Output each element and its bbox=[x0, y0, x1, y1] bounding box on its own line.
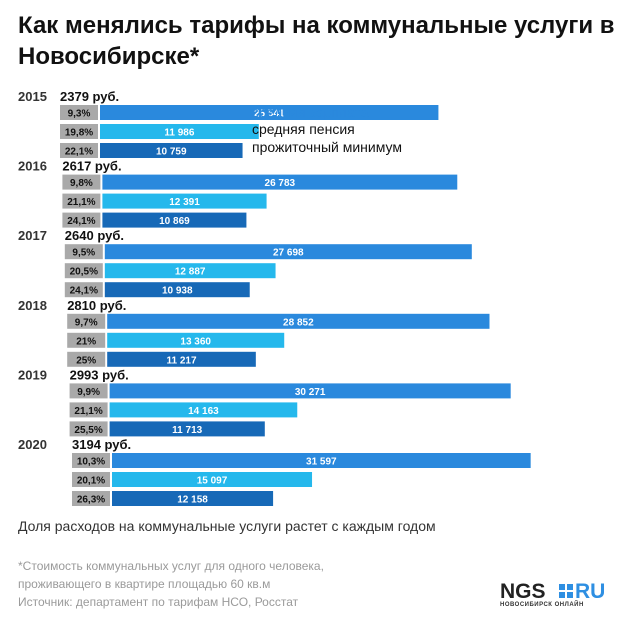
share-label: 26,3% bbox=[77, 495, 105, 506]
bar-salary bbox=[102, 174, 458, 190]
bar-minimum bbox=[100, 143, 243, 158]
year-label: 2015 bbox=[18, 89, 47, 104]
bar-pension bbox=[100, 124, 259, 139]
logo-suffix: RU bbox=[575, 580, 606, 603]
share-label: 9,7% bbox=[75, 317, 98, 328]
share-label: 21,1% bbox=[67, 197, 95, 208]
bar-chart: 2015 2379 руб. 9,3% 25 541 19,8% 11 986 22,1% 1… bbox=[18, 89, 531, 506]
share-box bbox=[62, 193, 101, 209]
bar-value-label: 12 887 bbox=[175, 267, 206, 278]
bar-pension bbox=[104, 263, 276, 279]
bar-pension bbox=[109, 402, 298, 418]
bar-pension bbox=[107, 332, 285, 348]
bar-minimum bbox=[104, 282, 250, 298]
bar-value-label: 11 986 bbox=[164, 128, 194, 139]
share-box bbox=[64, 263, 103, 279]
year-label: 2016 bbox=[18, 159, 47, 174]
tariff-label: 2993 руб. bbox=[70, 367, 129, 382]
bar-salary bbox=[104, 244, 472, 260]
bar-minimum bbox=[102, 212, 247, 228]
bar-value-label: 26 783 bbox=[265, 178, 296, 189]
bar-value-label: 14 163 bbox=[188, 406, 219, 417]
logo-square-icon bbox=[559, 584, 573, 598]
footnote-block: *Стоимость коммунальных услуг для одного… bbox=[18, 557, 378, 611]
tariff-label: 3194 руб. bbox=[72, 437, 131, 452]
bar-value-label: 10 759 bbox=[156, 147, 187, 158]
share-box bbox=[67, 351, 106, 367]
bar-salary bbox=[112, 453, 531, 468]
share-box bbox=[60, 143, 98, 158]
bar-value-label: 10 869 bbox=[159, 216, 190, 227]
share-box bbox=[69, 402, 108, 418]
bar-value-label: 11 217 bbox=[166, 355, 196, 366]
bar-salary bbox=[107, 313, 490, 329]
bar-salary bbox=[109, 383, 511, 399]
share-box bbox=[60, 105, 98, 120]
logo-tagline: НОВОСИБИРСК ОНЛАЙН bbox=[500, 602, 584, 608]
footnote: *Стоимость коммунальных услуг для одного… bbox=[18, 559, 324, 591]
tariff-label: 2810 руб. bbox=[67, 298, 126, 313]
tariff-label: 2640 руб. bbox=[65, 228, 124, 243]
bar-minimum bbox=[112, 491, 274, 506]
bar-value-label: 15 097 bbox=[197, 476, 228, 487]
share-box bbox=[62, 174, 101, 190]
bar-value-label: 11 713 bbox=[172, 425, 202, 436]
chart-subtitle: Доля расходов на коммунальные услуги рас… bbox=[18, 518, 436, 534]
share-box bbox=[64, 244, 103, 260]
legend-minimum: прожиточный минимум bbox=[252, 139, 402, 155]
share-box bbox=[67, 313, 106, 329]
bar-pension bbox=[102, 193, 267, 209]
bar-value-label: 28 852 bbox=[283, 317, 314, 328]
legend-salary: средняя зарплата bbox=[252, 104, 369, 120]
share-label: 20,5% bbox=[70, 267, 98, 278]
share-label: 9,8% bbox=[70, 178, 93, 189]
bar-value-label: 13 360 bbox=[180, 336, 211, 347]
share-label: 9,9% bbox=[77, 387, 100, 398]
bar-value-label: 10 938 bbox=[162, 286, 193, 297]
share-label: 9,3% bbox=[68, 109, 91, 120]
share-label: 19,8% bbox=[65, 128, 93, 139]
share-box bbox=[60, 124, 98, 139]
year-label: 2018 bbox=[18, 298, 47, 313]
logo-text: NGS bbox=[500, 580, 546, 603]
share-label: 25,5% bbox=[74, 425, 102, 436]
share-box bbox=[72, 453, 110, 468]
share-label: 25% bbox=[76, 355, 96, 366]
tariff-label: 2617 руб. bbox=[62, 159, 121, 174]
bar-value-label: 30 271 bbox=[295, 387, 326, 398]
share-label: 24,1% bbox=[70, 286, 98, 297]
share-label: 21,1% bbox=[74, 406, 102, 417]
share-label: 9,5% bbox=[72, 248, 95, 259]
share-label: 21% bbox=[76, 336, 96, 347]
bar-minimum bbox=[109, 421, 265, 437]
year-label: 2019 bbox=[18, 367, 47, 382]
share-box bbox=[69, 383, 108, 399]
share-box bbox=[69, 421, 108, 437]
share-label: 24,1% bbox=[67, 216, 95, 227]
share-label: 10,3% bbox=[77, 457, 105, 468]
source-note: Источник: департамент по тарифам НСО, Ро… bbox=[18, 595, 299, 609]
share-box bbox=[67, 332, 106, 348]
share-label: 22,1% bbox=[65, 147, 93, 158]
bar-salary bbox=[100, 105, 439, 120]
bar-minimum bbox=[107, 351, 256, 367]
tariff-label: 2379 руб. bbox=[60, 89, 119, 104]
year-label: 2017 bbox=[18, 228, 47, 243]
ngs-logo: NGS RU НОВОСИБИРСК ОНЛАЙН bbox=[500, 580, 610, 610]
bar-value-label: 27 698 bbox=[273, 248, 304, 259]
share-box bbox=[62, 212, 101, 228]
year-label: 2020 bbox=[18, 437, 47, 452]
bar-pension bbox=[112, 472, 313, 487]
share-label: 20,1% bbox=[77, 476, 105, 487]
share-box bbox=[64, 282, 103, 298]
bar-value-label: 12 158 bbox=[177, 495, 208, 506]
legend-pension: средняя пенсия bbox=[252, 121, 355, 137]
share-box bbox=[72, 472, 110, 487]
bar-value-label: 31 597 bbox=[306, 457, 337, 468]
bar-value-label: 12 391 bbox=[169, 197, 200, 208]
share-box bbox=[72, 491, 110, 506]
bar-value-label: 25 541 bbox=[254, 109, 285, 120]
chart-title: Как менялись тарифы на коммунальные услу… bbox=[18, 12, 615, 70]
